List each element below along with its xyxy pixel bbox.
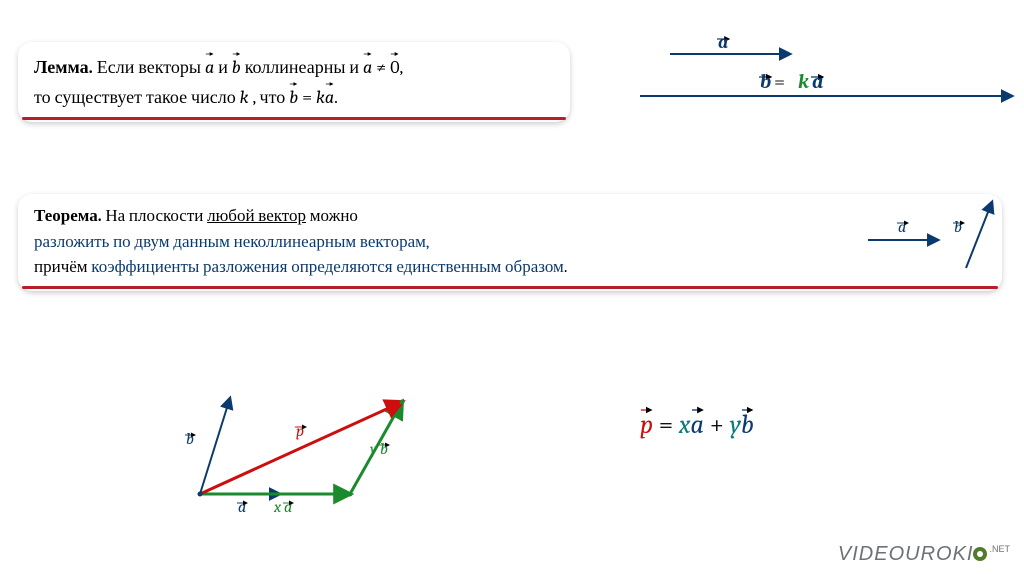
theorem-mini-vectors: a b xyxy=(858,196,998,276)
lemma-card: Лемма. Если векторы a и b коллинеарны и … xyxy=(18,42,570,122)
theorem-mini-a: a xyxy=(898,218,906,236)
watermark-dot-icon xyxy=(973,547,987,561)
decomp-label-xa-a: a xyxy=(284,498,292,516)
lemma-eq-b: b xyxy=(289,82,298,112)
lemma-label: Лемма. xyxy=(34,57,93,78)
lemma-eq-a: a xyxy=(325,82,334,112)
theorem-l1a: На плоскости xyxy=(105,207,207,226)
decomp-label-yb-y: y xyxy=(370,440,377,458)
theorem-card: Теорема. На плоскости любой вектор можно… xyxy=(18,194,1002,291)
formula-b: b xyxy=(741,408,754,440)
theorem-l3b: коэффициенты разложения определяются еди… xyxy=(91,258,564,277)
lemma-text-2: и xyxy=(218,57,232,78)
decomp-label-xa-x: x xyxy=(273,498,282,516)
top-vectors-diagram: a b = k a xyxy=(640,36,1020,116)
theorem-l1b: можно xyxy=(306,207,358,226)
lemma-text-3: коллинеарны и xyxy=(245,57,363,78)
theorem-l3c: . xyxy=(564,258,568,277)
lemma-eq-k: k xyxy=(316,87,325,108)
decomp-label-a: a xyxy=(238,498,246,516)
decomp-label-b: b xyxy=(186,430,194,448)
lemma-vec-b: b xyxy=(232,52,241,82)
top-b-label: b xyxy=(760,70,771,93)
lemma-neq: ≠ xyxy=(376,57,390,78)
theorem-l1u: любой вектор xyxy=(207,207,306,226)
formula-x: x xyxy=(679,410,691,440)
formula-y: y xyxy=(730,410,741,440)
decomposition-formula: p = x a + y b xyxy=(640,408,754,440)
lemma-zero-vec: 0 xyxy=(390,52,399,82)
watermark-suffix: .NET xyxy=(989,544,1010,554)
theorem-label: Теорема. xyxy=(34,207,102,226)
theorem-l3a: причём xyxy=(34,258,91,277)
lemma-eq-sign: = xyxy=(302,87,316,108)
watermark: VIDEOUROKI .NET xyxy=(838,543,1010,566)
lemma-dot: . xyxy=(334,87,338,108)
watermark-text: VIDEOUROKI xyxy=(838,543,974,565)
formula-p: p xyxy=(640,408,653,440)
top-a-label: a xyxy=(718,36,728,53)
decomp-label-p: p xyxy=(296,422,304,440)
lemma-comma: , xyxy=(400,57,404,78)
decomposition-diagram: b a x a y b p xyxy=(140,354,450,524)
formula-plus: + xyxy=(710,410,730,440)
top-k: k xyxy=(798,70,809,93)
lemma-line2b: , что xyxy=(252,87,289,108)
lemma-neq-a: a xyxy=(363,52,372,82)
lemma-text-1: Если векторы xyxy=(97,57,205,78)
formula-a: a xyxy=(691,408,704,440)
lemma-vec-a: a xyxy=(205,52,214,82)
lemma-line2a: то существует такое число xyxy=(34,87,240,108)
theorem-mini-b: b xyxy=(954,218,962,236)
top-eq: = xyxy=(774,70,785,93)
lemma-k: k xyxy=(240,87,249,108)
formula-eq: = xyxy=(659,410,679,440)
top-a2-label: a xyxy=(812,70,823,93)
theorem-l2: разложить по двум данным неколлинеарным … xyxy=(34,233,429,252)
decomp-label-yb-b: b xyxy=(380,440,388,458)
